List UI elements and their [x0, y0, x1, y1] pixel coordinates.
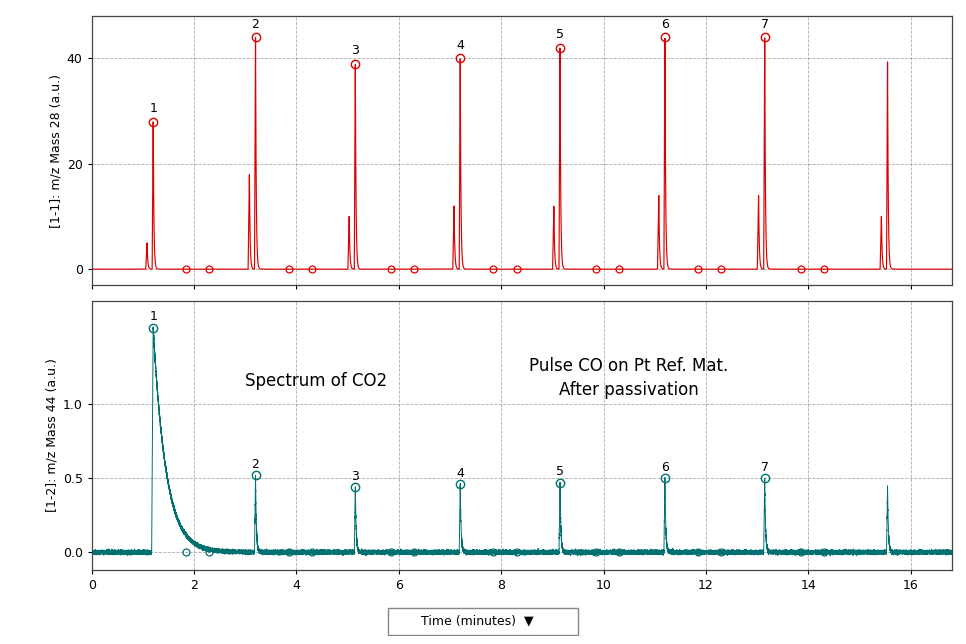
Y-axis label: [1-2]: m/z Mass 44 (a.u.): [1-2]: m/z Mass 44 (a.u.)	[45, 359, 59, 513]
Text: 3: 3	[352, 469, 359, 483]
Text: Time (minutes)  ▼: Time (minutes) ▼	[421, 615, 533, 628]
Text: Spectrum of CO2: Spectrum of CO2	[245, 372, 387, 390]
Text: 7: 7	[760, 461, 769, 474]
FancyBboxPatch shape	[388, 609, 578, 635]
Text: 5: 5	[556, 28, 564, 41]
Text: 4: 4	[456, 467, 465, 480]
Y-axis label: [1-1]: m/z Mass 28 (a.u.): [1-1]: m/z Mass 28 (a.u.)	[49, 73, 63, 227]
Text: 3: 3	[352, 44, 359, 57]
Text: 2: 2	[251, 458, 260, 471]
Text: Pulse CO on Pt Ref. Mat.
After passivation: Pulse CO on Pt Ref. Mat. After passivati…	[529, 357, 728, 399]
Text: 2: 2	[251, 18, 260, 31]
Text: 1: 1	[149, 102, 157, 115]
Text: 6: 6	[661, 461, 668, 474]
Text: 5: 5	[556, 466, 564, 478]
Text: 6: 6	[661, 18, 668, 31]
Text: 1: 1	[149, 310, 157, 323]
Text: 7: 7	[760, 18, 769, 31]
Text: 4: 4	[456, 39, 465, 52]
